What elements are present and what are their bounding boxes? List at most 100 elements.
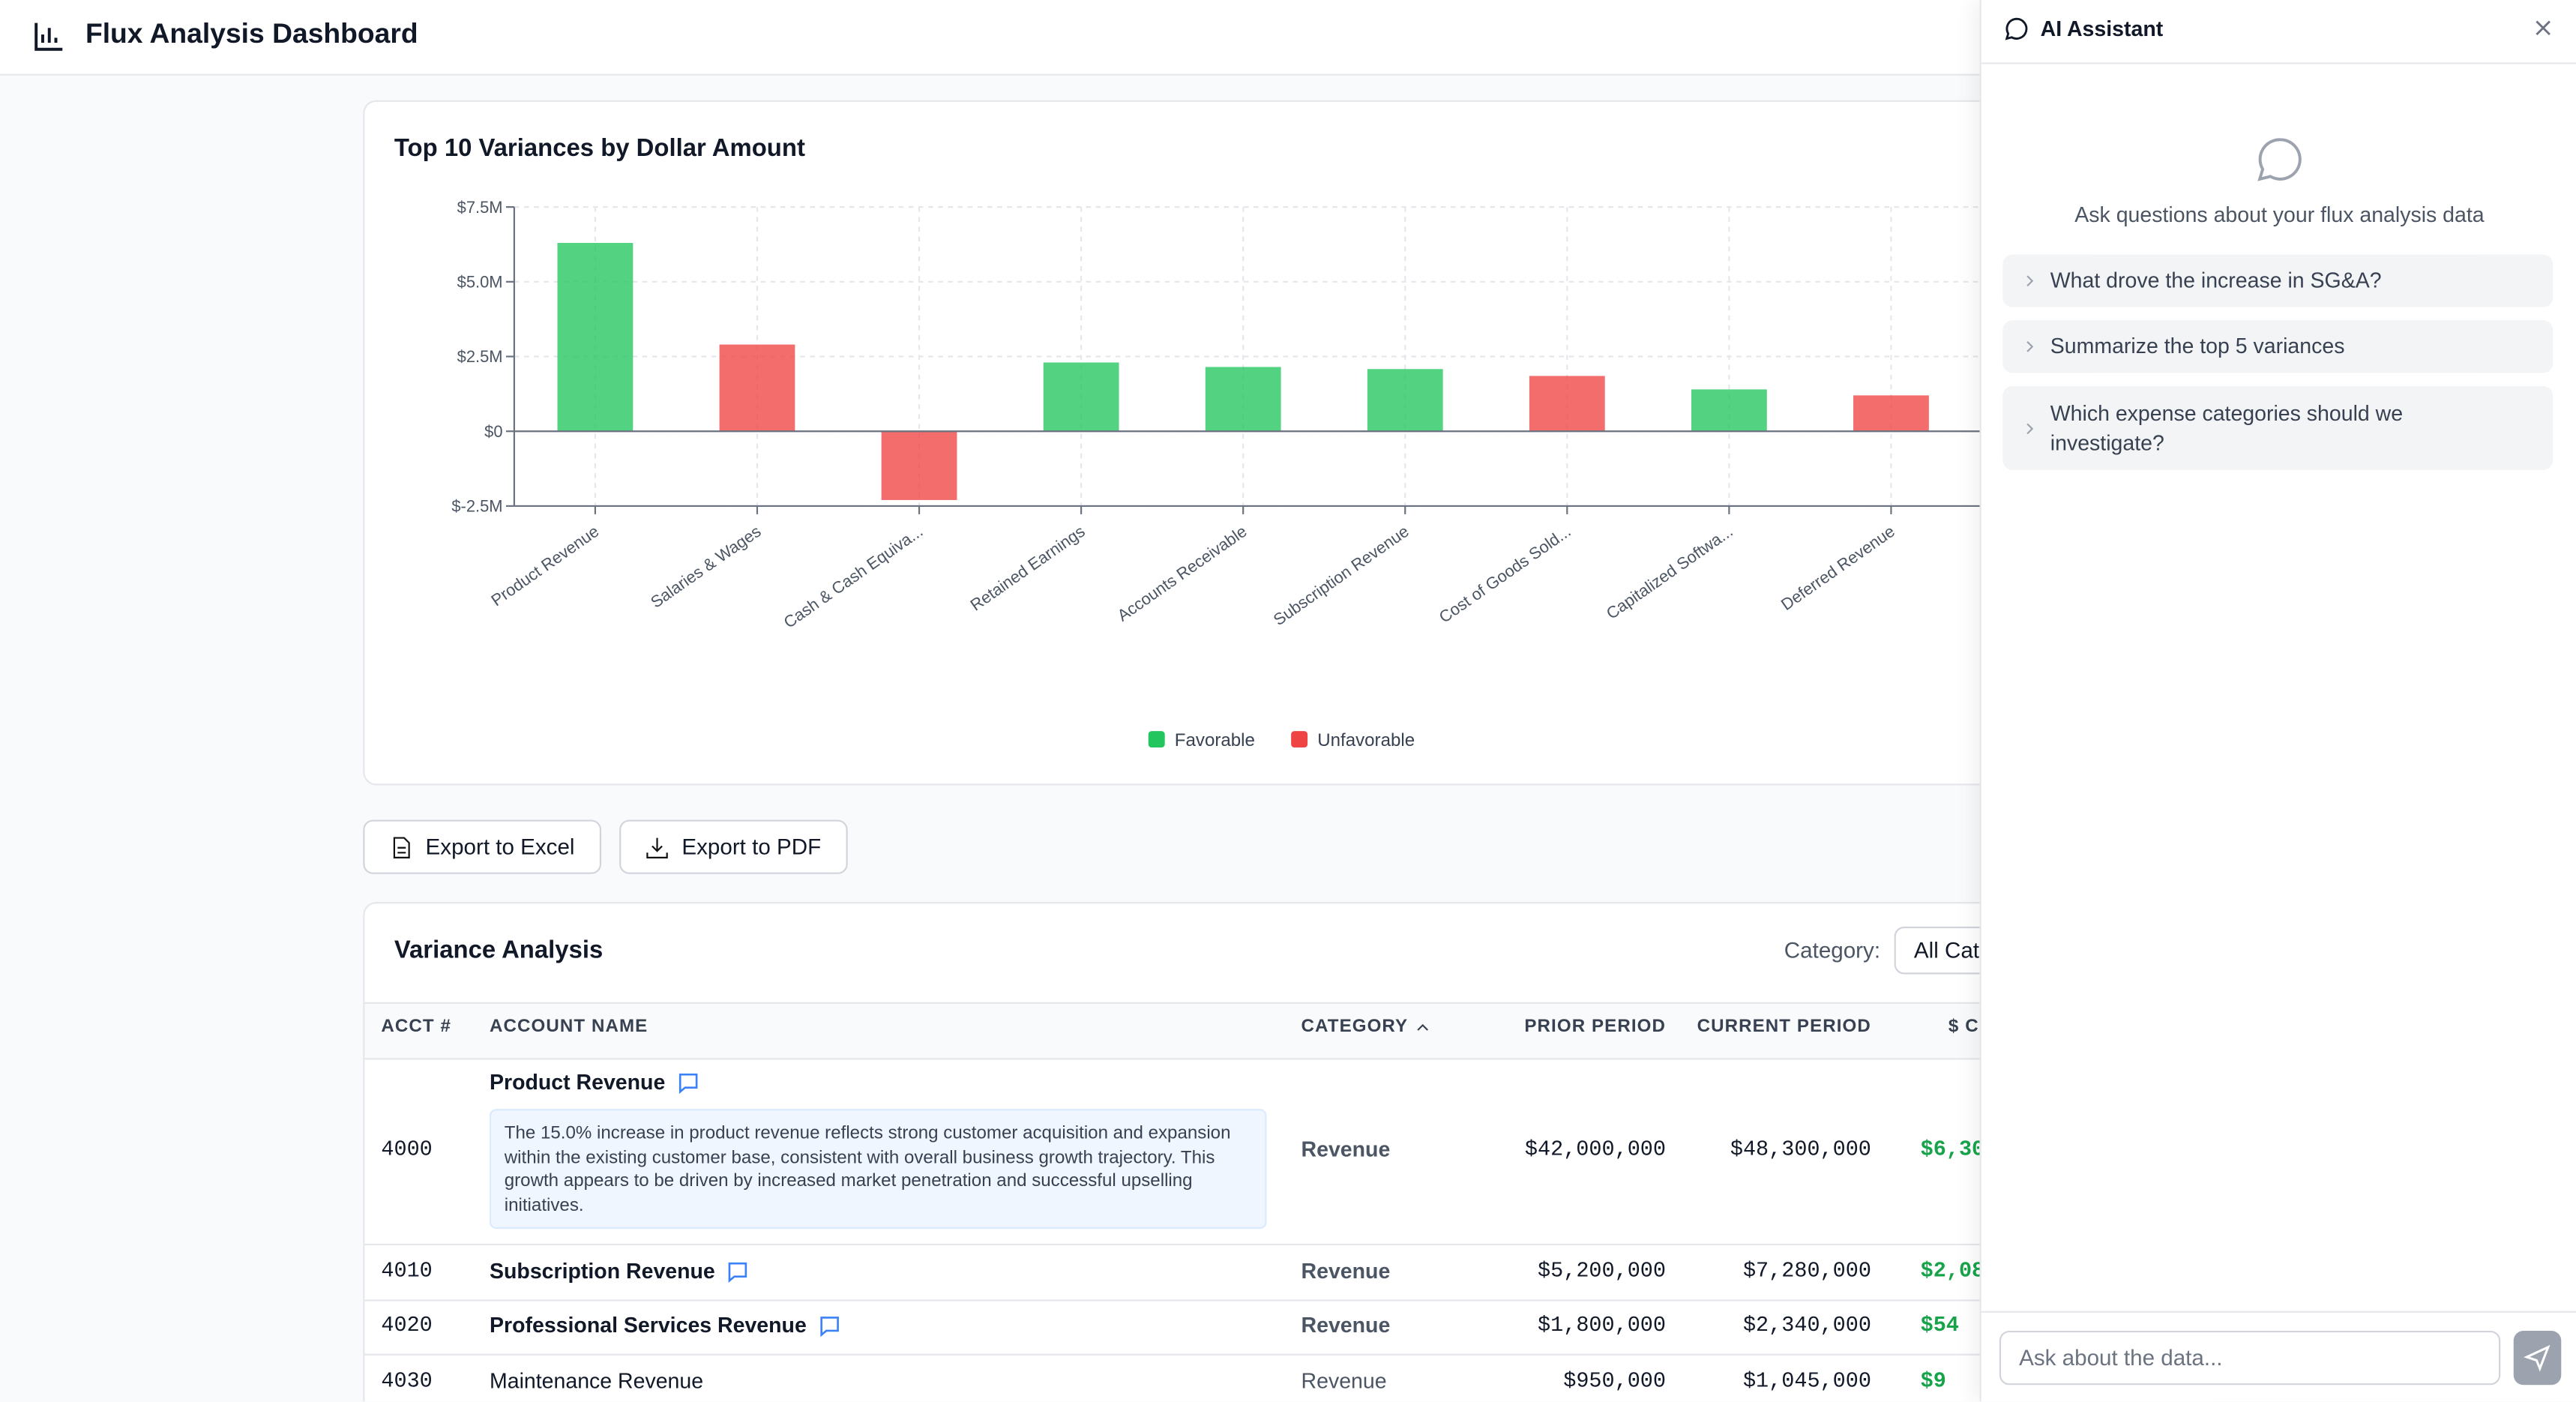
row-divider — [364, 1299, 2215, 1301]
current-period: $1,045,000 — [1742, 1368, 1871, 1393]
assistant-prompt: Ask questions about your flux analysis d… — [2074, 202, 2485, 227]
account-name: Professional Services Revenue — [490, 1313, 807, 1338]
export-pdf-button[interactable]: Export to PDF — [619, 819, 848, 874]
chart-card — [363, 100, 2217, 786]
category: Revenue — [1301, 1137, 1391, 1162]
button-label: Export to Excel — [425, 834, 575, 860]
category: Revenue — [1301, 1313, 1391, 1338]
y-tick-label: $7.5M — [457, 198, 503, 217]
current-period: $2,340,000 — [1742, 1313, 1871, 1338]
chevron-icon — [2026, 341, 2034, 352]
account-name: Product Revenue — [490, 1069, 666, 1095]
category: Revenue — [1301, 1258, 1391, 1283]
acct-number: 4010 — [381, 1258, 433, 1283]
x-tick-label: Salaries & Wages — [647, 522, 764, 612]
bar — [1367, 369, 1443, 432]
current-period: $48,300,000 — [1730, 1137, 1871, 1162]
x-tick-label: Cash & Cash Equiva... — [780, 522, 927, 632]
chat-placeholder-icon — [2257, 138, 2302, 181]
table-header-row — [364, 1002, 2215, 1060]
send-icon — [2524, 1344, 2551, 1372]
acct-number: 4030 — [381, 1368, 433, 1393]
bar — [881, 431, 957, 500]
dollar-change: $2,08 — [1920, 1258, 1985, 1283]
x-tick-label: Accounts Receivable — [1114, 522, 1251, 625]
table-title: Variance Analysis — [394, 936, 604, 965]
acct-number: 4000 — [381, 1137, 433, 1162]
sort-icon — [1417, 1023, 1429, 1031]
current-period: $7,280,000 — [1742, 1258, 1871, 1283]
account-name: Subscription Revenue — [490, 1258, 715, 1283]
bar — [1043, 362, 1119, 432]
column-header: ACCOUNT NAME — [490, 1017, 648, 1037]
legend-swatch — [1148, 731, 1165, 748]
file-icon — [393, 836, 410, 858]
suggestion[interactable]: Summarize the top 5 variances — [2002, 320, 2554, 373]
account-name: Maintenance Revenue — [490, 1368, 704, 1393]
divider — [1981, 1311, 2576, 1313]
dollar-change: $6,30 — [1920, 1137, 1985, 1162]
close-button[interactable] — [2533, 18, 2553, 37]
input-placeholder: Ask about the data... — [2019, 1345, 2223, 1371]
y-tick-label: $2.5M — [457, 347, 503, 366]
prior-period: $5,200,000 — [1538, 1258, 1667, 1283]
variance-note: The 15.0% increase in product revenue re… — [490, 1109, 1267, 1230]
legend-label: Favorable — [1175, 730, 1255, 750]
y-tick-label: $-2.5M — [451, 497, 502, 516]
chat-input[interactable]: Ask about the data... — [1999, 1330, 2501, 1386]
export-excel-button[interactable]: Export to Excel — [363, 819, 601, 874]
legend-swatch — [1291, 731, 1308, 748]
bar — [1853, 395, 1929, 432]
app-title: Flux Analysis Dashboard — [85, 18, 418, 49]
column-header: $ C — [1948, 1017, 1979, 1037]
bar — [1691, 389, 1767, 432]
chart-title: Top 10 Variances by Dollar Amount — [394, 134, 805, 163]
prior-period: $42,000,000 — [1524, 1137, 1667, 1162]
x-tick-label: Deferred Revenue — [1778, 522, 1898, 614]
download-icon — [646, 837, 668, 858]
filter-label: Category: — [1784, 938, 1881, 963]
column-header: PRIOR PERIOD — [1524, 1017, 1667, 1037]
send-button[interactable] — [2513, 1330, 2562, 1386]
x-tick-label: Retained Earnings — [967, 522, 1089, 615]
divider — [1981, 62, 2576, 64]
prior-period: $950,000 — [1563, 1368, 1667, 1393]
x-tick-label: Capitalized Softwa... — [1603, 522, 1736, 623]
comment-icon[interactable] — [726, 1260, 750, 1283]
logo-icon — [34, 22, 63, 51]
dollar-change: $54 — [1920, 1313, 1959, 1338]
column-header[interactable]: CATEGORY — [1301, 1017, 1409, 1037]
acct-number: 4020 — [381, 1313, 433, 1338]
row-divider — [364, 1243, 2215, 1246]
chat-icon — [2005, 17, 2028, 40]
suggestion[interactable]: What drove the increase in SG&A? — [2002, 254, 2554, 307]
y-tick-label: $0 — [484, 422, 502, 441]
prior-period: $1,800,000 — [1538, 1313, 1667, 1338]
category: Revenue — [1301, 1368, 1387, 1393]
x-tick-label: Cost of Goods Sold... — [1436, 522, 1574, 627]
assistant-title: AI Assistant — [2040, 16, 2164, 41]
chart: $-2.5M $0 $2.5M $5.0M $7.5M Product Revenue Sa… — [451, 198, 2134, 750]
bar — [1529, 376, 1605, 432]
assistant-panel: AI Assistant Ask questions about your fl… — [1979, 0, 2576, 1402]
row-divider — [364, 1353, 2215, 1356]
chevron-icon — [2026, 422, 2034, 434]
column-header: ACCT # — [381, 1017, 452, 1037]
column-header: CURRENT PERIOD — [1697, 1017, 1871, 1037]
comment-icon[interactable] — [677, 1071, 700, 1095]
bar — [1205, 367, 1281, 432]
x-tick-label: Product Revenue — [487, 522, 602, 610]
dollar-change: $9 — [1920, 1368, 1946, 1393]
suggestion[interactable]: Which expense categories should we inves… — [2002, 385, 2554, 470]
legend-label: Unfavorable — [1317, 730, 1415, 750]
select-value: All Cat — [1913, 938, 1980, 963]
comment-icon[interactable] — [818, 1315, 841, 1338]
x-tick-label: Subscription Revenue — [1270, 522, 1412, 629]
chevron-icon — [2026, 275, 2034, 287]
bar — [719, 344, 795, 432]
y-tick-label: $5.0M — [457, 272, 503, 291]
button-label: Export to PDF — [681, 834, 822, 860]
bar — [557, 242, 634, 432]
